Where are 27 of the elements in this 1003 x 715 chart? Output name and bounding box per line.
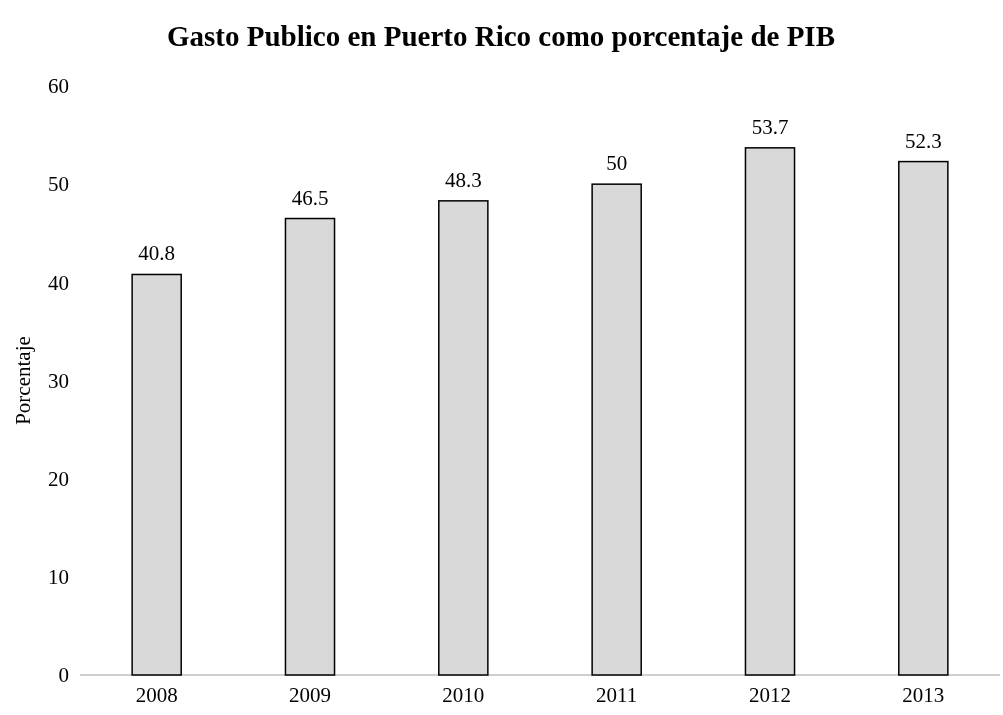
x-tick-label: 2010 (442, 682, 485, 707)
chart-title: Gasto Publico en Puerto Rico como porcentaje de PIB (167, 20, 835, 52)
bar (591, 183, 642, 676)
data-label: 48.3 (444, 167, 482, 192)
bar (438, 200, 489, 676)
y-tick-label: 50 (48, 172, 69, 197)
y-tick-label: 20 (48, 466, 69, 491)
data-label: 52.3 (904, 128, 942, 153)
x-tick-label: 2009 (289, 682, 331, 707)
y-axis-title: Porcentaje (11, 336, 35, 425)
data-label: 40.8 (138, 241, 176, 266)
data-label: 50 (606, 151, 628, 176)
bar (898, 160, 949, 676)
data-label: 53.7 (751, 114, 789, 139)
y-tick-label: 0 (58, 663, 69, 688)
x-tick-label: 2008 (135, 682, 178, 707)
y-tick-label: 10 (48, 565, 69, 590)
data-label: 46.5 (291, 185, 329, 210)
bar (131, 273, 182, 676)
y-tick-label: 60 (48, 74, 69, 99)
y-tick-label: 40 (48, 270, 69, 295)
bar (284, 217, 336, 676)
x-tick-label: 2013 (902, 682, 945, 707)
bar (744, 147, 796, 676)
y-tick-label: 30 (48, 368, 69, 393)
x-tick-label: 2011 (596, 682, 638, 707)
x-tick-label: 2012 (749, 682, 791, 707)
